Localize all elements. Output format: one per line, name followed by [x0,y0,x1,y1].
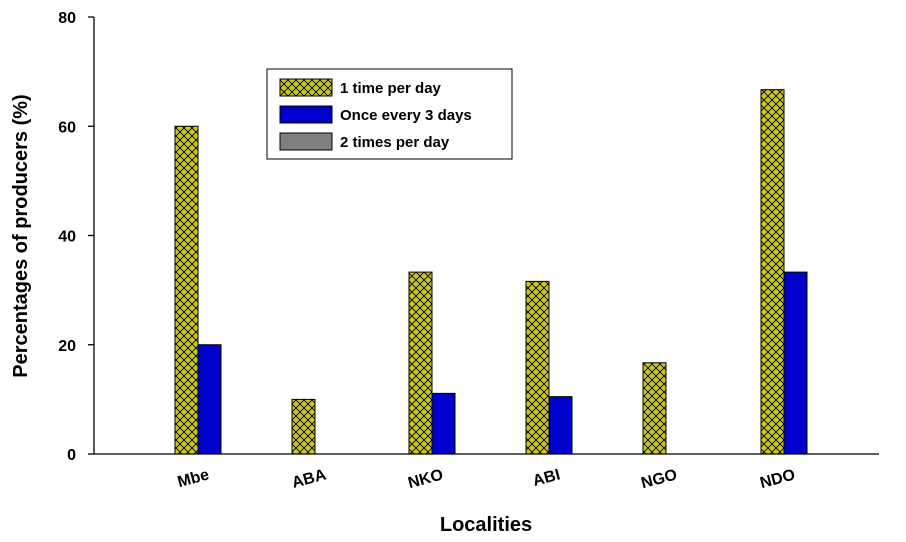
y-tick-label-40: 40 [58,229,76,246]
x-tick-label-mbe: Mbe [176,466,211,491]
bar-once-every-3-days-nko [431,392,456,455]
x-ticks-group: Mbe ABA NKO ABI NGO NDO [176,466,797,492]
legend-label-1-time-per-day: 1 time per day [340,80,442,97]
x-tick-label-ngo: NGO [639,466,679,492]
bar-1-time-per-day-abi [525,280,550,455]
legend-swatch-2-times-per-day [279,132,333,151]
bars-group [174,89,808,455]
x-tick-label-abi: ABI [531,466,562,490]
x-tick-label-nko: NKO [406,466,445,492]
legend-swatch-once-every-3-days [279,105,333,124]
legend-label-once-every-3-days: Once every 3 days [340,107,472,124]
x-tick-label-aba: ABA [290,466,328,492]
x-axis-title: Localities [440,514,532,536]
bar-once-every-3-days-abi [548,396,573,455]
y-tick-label-0: 0 [67,447,76,464]
y-ticks-group: 0 20 40 60 80 [58,10,94,464]
legend-swatch-1-time-per-day [279,78,333,97]
bar-1-time-per-day-aba [291,398,316,455]
x-tick-label-ndo: NDO [758,466,797,492]
legend-label-2-times-per-day: 2 times per day [340,134,450,151]
y-tick-label-80: 80 [58,10,76,27]
y-tick-label-20: 20 [58,338,76,355]
bar-1-time-per-day-ndo [760,89,785,455]
bar-1-time-per-day-ngo [642,362,667,455]
bar-1-time-per-day-mbe [174,125,199,455]
bar-once-every-3-days-mbe [197,344,222,455]
bar-1-time-per-day-nko [408,271,433,455]
legend: 1 time per day Once every 3 days 2 times… [266,68,513,160]
y-axis-title: Percentages of producers (%) [10,94,32,377]
y-tick-label-60: 60 [58,119,76,136]
bar-once-every-3-days-ndo [783,271,808,455]
